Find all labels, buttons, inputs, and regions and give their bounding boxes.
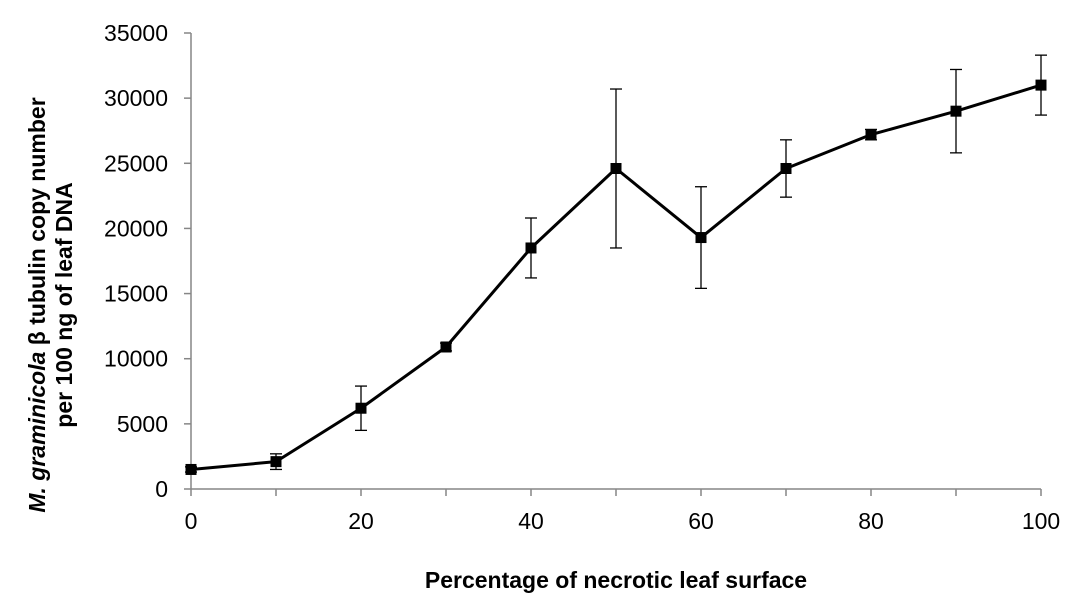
data-point <box>780 162 792 174</box>
y-axis-title-main: β tubulin copy number <box>24 97 50 351</box>
data-point <box>525 242 537 254</box>
y-tick-label: 15000 <box>104 281 168 307</box>
data-point <box>270 456 282 468</box>
x-tick-label: 80 <box>858 508 884 534</box>
data-point <box>695 232 707 244</box>
x-tick-label: 40 <box>518 508 544 534</box>
y-tick-label: 10000 <box>104 346 168 372</box>
x-tick-label: 20 <box>348 508 374 534</box>
svg-text:per 100 ng of leaf DNA: per 100 ng of leaf DNA <box>51 182 77 427</box>
data-point <box>950 105 962 117</box>
y-tick-label: 30000 <box>104 85 168 111</box>
svg-text:M. graminicola β tubulin copy: M. graminicola β tubulin copy number <box>24 97 50 512</box>
y-tick-label: 5000 <box>117 411 168 437</box>
y-tick-label: 35000 <box>104 20 168 46</box>
x-tick-label: 60 <box>688 508 714 534</box>
data-point <box>1035 79 1047 91</box>
data-point <box>610 162 622 174</box>
y-axis-title-italic: M. graminicola <box>24 351 50 512</box>
data-point <box>355 402 367 414</box>
data-point <box>440 341 452 353</box>
y-tick-label: 25000 <box>104 150 168 176</box>
y-tick-label: 0 <box>155 476 168 502</box>
x-axis-title: Percentage of necrotic leaf surface <box>425 567 807 593</box>
x-tick-label: 0 <box>185 508 198 534</box>
y-axis-title-line-2: per 100 ng of leaf DNA <box>51 182 77 427</box>
data-point <box>185 463 197 475</box>
x-tick-label: 100 <box>1022 508 1060 534</box>
y-tick-label: 20000 <box>104 215 168 241</box>
y-axis-title: M. graminicola β tubulin copy number <box>24 97 50 512</box>
data-point <box>865 129 877 141</box>
